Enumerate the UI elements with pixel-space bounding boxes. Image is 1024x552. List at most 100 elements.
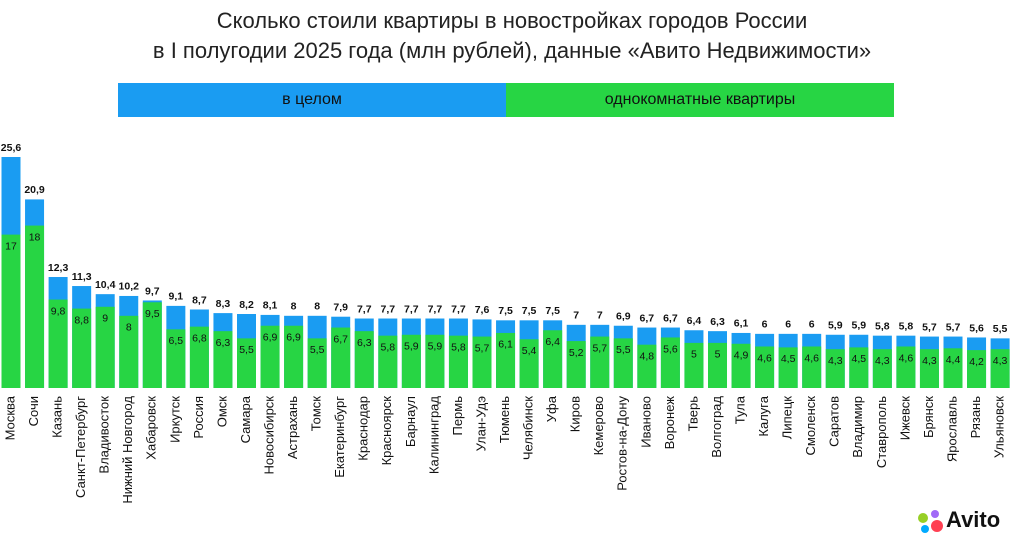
value-label: 8 [126, 322, 132, 334]
value-label: 5,6 [663, 343, 678, 355]
x-tick-label: Хабаровск [144, 396, 159, 460]
value-label: 6,7 [333, 333, 348, 345]
value-label: 6,1 [498, 339, 513, 351]
value-label: 7 [597, 310, 603, 322]
bar [943, 348, 963, 388]
bar [967, 350, 987, 388]
bar [95, 306, 115, 388]
value-label: 4,6 [899, 352, 914, 364]
bar [1, 234, 21, 388]
bar [213, 331, 233, 388]
value-label: 4,3 [993, 355, 1008, 367]
x-tick-label: Иркутск [167, 396, 182, 443]
bar [307, 338, 327, 388]
x-tick-label: Астрахань [285, 396, 300, 459]
value-label: 5,5 [616, 344, 631, 356]
value-label: 4,5 [851, 353, 866, 365]
legend-swatch [506, 83, 894, 117]
value-label: 6,3 [216, 337, 231, 349]
logo-dot [921, 525, 929, 533]
value-label: 7,7 [404, 303, 419, 315]
bar [849, 347, 869, 388]
logo-dot [931, 520, 943, 532]
value-label: 9,5 [145, 308, 160, 320]
value-label: 12,3 [48, 262, 69, 274]
value-label: 6,9 [616, 311, 631, 323]
legend-label: однокомнатные квартиры [605, 91, 796, 108]
x-tick-label: Иваново [638, 396, 653, 448]
value-label: 5,8 [875, 320, 890, 332]
bar [448, 335, 468, 388]
value-label: 5,9 [404, 341, 419, 353]
value-label: 5,9 [428, 341, 443, 353]
bar [566, 341, 586, 388]
x-tick-label: Ростов-на-Дону [615, 396, 630, 491]
bar [590, 336, 610, 388]
value-label: 6 [785, 319, 791, 331]
value-label: 5,7 [475, 342, 490, 354]
value-label: 4,3 [875, 355, 890, 367]
x-tick-label: Калуга [756, 395, 771, 436]
value-label: 6,7 [663, 312, 678, 324]
value-label: 6,3 [357, 337, 372, 349]
bar [637, 344, 657, 388]
bar [166, 329, 186, 388]
value-label: 6,4 [687, 315, 702, 327]
bar [72, 308, 92, 388]
value-label: 9,1 [169, 291, 184, 303]
bar [755, 346, 775, 388]
x-tick-label: Брянск [921, 396, 936, 438]
x-tick-label: Киров [568, 396, 583, 432]
value-label: 5,4 [522, 345, 537, 357]
bar [825, 349, 845, 388]
bar [119, 315, 139, 388]
logo-dot [918, 513, 928, 523]
chart-title: в I полугодии 2025 года (млн рублей), да… [153, 38, 871, 63]
value-label: 5,7 [946, 321, 961, 333]
x-tick-label: Омск [214, 396, 229, 428]
x-tick-label: Тюмень [497, 396, 512, 443]
x-tick-label: Россия [191, 396, 206, 439]
value-label: 25,6 [1, 142, 22, 154]
value-label: 6,9 [263, 332, 278, 344]
x-tick-label: Казань [50, 396, 65, 438]
chart-title: Сколько стоили квартиры в новостройках г… [217, 8, 808, 33]
value-label: 17 [5, 240, 17, 252]
x-tick-label: Санкт-Петербург [73, 396, 88, 498]
bar [708, 342, 727, 388]
x-tick-label: Смоленск [803, 396, 818, 456]
x-tick-label: Москва [2, 395, 17, 440]
value-label: 5,8 [380, 341, 395, 353]
bar [189, 326, 209, 388]
x-tick-label: Томск [309, 396, 324, 432]
value-label: 8,3 [216, 298, 231, 310]
value-label: 10,4 [95, 279, 116, 291]
x-tick-label: Барнаул [403, 396, 418, 447]
bar [613, 338, 633, 388]
x-tick-label: Екатеринбург [332, 396, 347, 478]
value-label: 5,8 [451, 341, 466, 353]
bar [472, 336, 492, 388]
value-label: 20,9 [24, 184, 45, 196]
value-label: 5,9 [828, 320, 843, 332]
value-label: 7,7 [357, 303, 372, 315]
x-tick-label: Краснодар [356, 396, 371, 461]
bar [25, 225, 45, 388]
value-label: 7,9 [333, 301, 348, 313]
value-label: 5,5 [239, 344, 254, 356]
x-tick-label: Волгоград [709, 396, 724, 458]
logo-text: Avito [946, 507, 1000, 532]
bar [260, 325, 280, 388]
value-label: 7,5 [498, 305, 513, 317]
value-label: 5,6 [969, 322, 984, 334]
x-tick-label: Калининград [426, 396, 441, 474]
x-tick-label: Кемерово [591, 396, 606, 455]
value-label: 7,5 [545, 305, 560, 317]
value-label: 5 [691, 349, 697, 361]
x-tick-label: Владивосток [97, 396, 112, 474]
value-label: 6 [809, 319, 815, 331]
x-tick-label: Уфа [544, 395, 559, 422]
value-label: 7,5 [522, 305, 537, 317]
value-label: 6,8 [192, 332, 207, 344]
